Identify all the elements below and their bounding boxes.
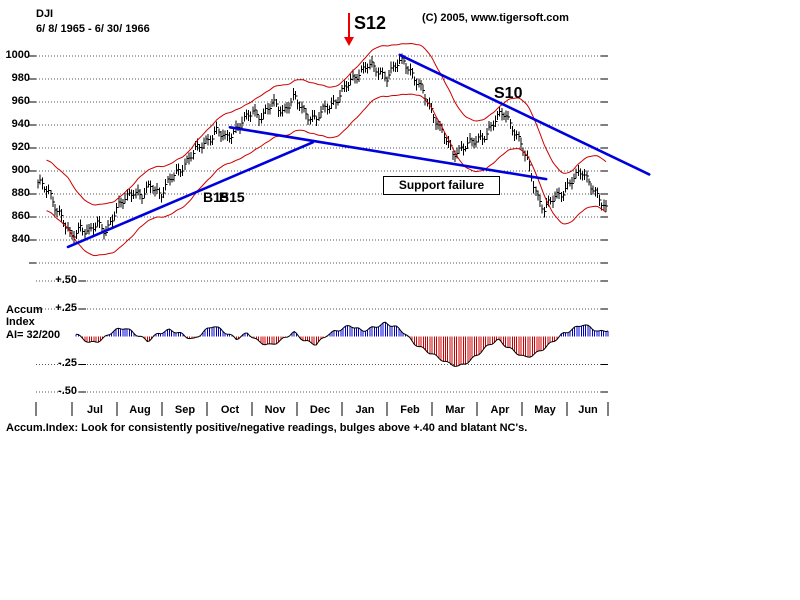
accum-title-line2: Index	[6, 316, 35, 328]
trendlines	[66, 53, 651, 249]
buy-signal-b15-label-2: B15	[219, 189, 245, 205]
accum-title-line1: Accum	[6, 304, 43, 316]
sell-signal-s12-label: S12	[354, 13, 387, 33]
month-label-apr: Apr	[490, 404, 510, 416]
accum-axis-label-m25: -.25	[58, 357, 77, 369]
price-axis-label-860: 860	[11, 210, 30, 222]
month-label-nov: Nov	[264, 404, 286, 416]
accum-axis-label-m50: -.50	[58, 385, 77, 397]
month-label-jul: Jul	[87, 404, 103, 416]
month-label-jun: Jun	[578, 404, 598, 416]
buy-signal-b15-label-1: B15	[203, 189, 229, 205]
price-axis-label-900: 900	[11, 164, 30, 176]
accum-gridlines	[36, 280, 608, 393]
price-axis-label-940: 940	[11, 118, 30, 130]
date-range-label: 6/ 8/ 1965 - 6/ 30/ 1966	[36, 23, 150, 35]
month-label-mar: Mar	[445, 404, 465, 416]
accum-outline	[75, 321, 609, 367]
month-label-jan: Jan	[355, 404, 375, 416]
price-axis-label-980: 980	[11, 72, 30, 84]
accum-histogram	[75, 322, 609, 367]
price-axis-label-840: 840	[11, 233, 30, 245]
month-axis-ticks	[35, 402, 609, 416]
copyright-label: (C) 2005, www.tigersoft.com	[422, 12, 569, 24]
price-axis-label-1000: 1000	[5, 49, 30, 61]
symbol-label: DJI	[36, 8, 54, 20]
price-envelope-bands	[46, 42, 607, 257]
price-axis-label-920: 920	[11, 141, 30, 153]
footer-note: Accum.Index: Look for consistently posit…	[6, 422, 528, 434]
accum-axis-label-p25: +.25	[55, 302, 77, 314]
month-label-oct: Oct	[220, 404, 240, 416]
support-failure-callout: Support failure	[383, 176, 500, 195]
price-axis-label-880: 880	[11, 187, 30, 199]
month-label-dec: Dec	[309, 404, 331, 416]
month-label-sep: Sep	[174, 404, 196, 416]
month-label-feb: Feb	[400, 404, 420, 416]
sell-signal-arrow	[344, 13, 354, 46]
accum-reading: AI= 32/200	[6, 329, 61, 341]
price-bars	[37, 53, 608, 243]
accum-axis-label-p50: +.50	[55, 274, 77, 286]
chart-canvas	[29, 13, 651, 416]
month-label-may: May	[534, 404, 556, 416]
month-label-aug: Aug	[129, 404, 151, 416]
price-axis-label-960: 960	[11, 95, 30, 107]
price-gridlines	[29, 55, 608, 264]
sell-signal-s10-label: S10	[494, 85, 523, 102]
